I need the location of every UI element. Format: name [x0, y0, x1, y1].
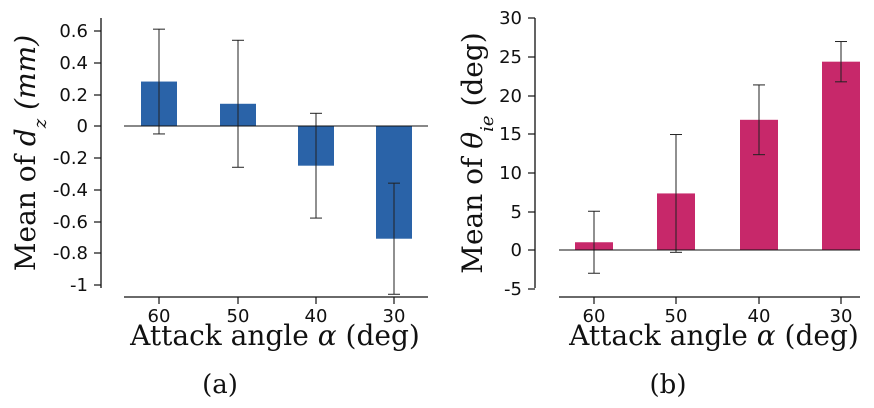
chart-a-x-tick-label: 40 [305, 306, 328, 327]
chart-b-caption: (b) [650, 370, 687, 400]
chart-a-x-tick-marks [158, 297, 395, 304]
chart-b-y-tick-label: 25 [499, 47, 522, 68]
chart-b-y-tick-label: -5 [504, 279, 522, 300]
chart-b-y-tick-label: 20 [499, 86, 522, 107]
chart-b-x-tick-label: 50 [665, 306, 688, 327]
chart-a-y-tick-label: -0.4 [53, 180, 88, 201]
chart-b-y-tick-label: 0 [511, 240, 522, 261]
chart-b: 30 25 20 15 10 5 0 -5 60 50 40 30 Attack… [456, 8, 860, 400]
chart-b-y-axis-label-unit: (deg) [456, 32, 489, 115]
chart-a-plot-area [141, 28, 412, 295]
chart-b-x-axis-label-text: Attack angle [568, 319, 757, 352]
chart-a-y-axis-label-symbol: d [9, 128, 42, 146]
chart-a-x-axis-label-symbol: α [318, 319, 337, 352]
chart-b-x-axis-label-symbol: α [757, 319, 776, 352]
chart-b-y-tick-label: 5 [511, 202, 522, 223]
chart-a-y-tick-label: 0.2 [59, 85, 88, 106]
chart-b-x-axis-label-unit: (deg) [776, 319, 859, 352]
chart-a-x-tick-labels: 60 50 40 30 [148, 306, 406, 327]
chart-a-y-tick-label: -1 [70, 275, 88, 296]
chart-b-y-tick-label: 30 [499, 8, 522, 29]
chart-b-x-axis-label: Attack angle α (deg) [568, 319, 859, 352]
chart-a-x-axis-label-text: Attack angle [129, 319, 318, 352]
chart-b-y-axis-label: Mean of θie (deg) [456, 32, 498, 273]
chart-b-plot-area [575, 41, 860, 274]
chart-a-x-axis-label-unit: (deg) [337, 319, 420, 352]
chart-b-x-tick-label: 30 [830, 306, 853, 327]
chart-b-y-tick-label: 15 [499, 124, 522, 145]
chart-b-y-axis-label-subscript: ie [477, 115, 498, 131]
chart-b-x-tick-labels: 60 50 40 30 [583, 306, 853, 327]
chart-a-y-axis-label: Mean of dz (mm) [9, 35, 51, 271]
chart-a-x-tick-label: 60 [148, 306, 171, 327]
chart-a-x-tick-label: 30 [383, 306, 406, 327]
chart-a-x-tick-label: 50 [227, 306, 250, 327]
chart-b-bar [822, 61, 860, 250]
chart-b-x-tick-label: 60 [583, 306, 606, 327]
chart-b-y-tick-labels: 30 25 20 15 10 5 0 -5 [499, 8, 522, 300]
chart-a-y-axis-label-unit: (mm) [9, 35, 42, 119]
chart-b-y-tick-marks [528, 17, 535, 290]
chart-a-y-tick-label: -0.2 [53, 148, 88, 169]
chart-b-x-tick-label: 40 [748, 306, 771, 327]
chart-b-x-tick-marks [593, 297, 842, 304]
chart-b-y-axis-label-text: Mean of [456, 149, 489, 274]
chart-a-x-axis-label: Attack angle α (deg) [129, 319, 420, 352]
chart-a-y-tick-labels: 0.6 0.4 0.2 0 -0.2 -0.4 -0.6 -0.8 -1 [53, 21, 88, 296]
chart-b-y-tick-label: 10 [499, 163, 522, 184]
chart-b-y-axis-label-symbol: θ [456, 132, 489, 149]
chart-a-y-tick-label: -0.6 [53, 212, 88, 233]
chart-a-y-tick-label: -0.8 [53, 243, 88, 264]
chart-a: 0.6 0.4 0.2 0 -0.2 -0.4 -0.6 -0.8 -1 60 … [9, 18, 428, 400]
chart-a-y-axis-label-subscript: z [30, 118, 51, 129]
chart-a-caption: (a) [202, 370, 238, 400]
chart-a-y-tick-label: 0 [77, 116, 88, 137]
chart-a-y-axis-label-text: Mean of [9, 146, 42, 271]
chart-a-y-tick-marks [94, 30, 101, 286]
chart-a-y-tick-label: 0.4 [59, 53, 88, 74]
chart-a-y-tick-label: 0.6 [59, 21, 88, 42]
